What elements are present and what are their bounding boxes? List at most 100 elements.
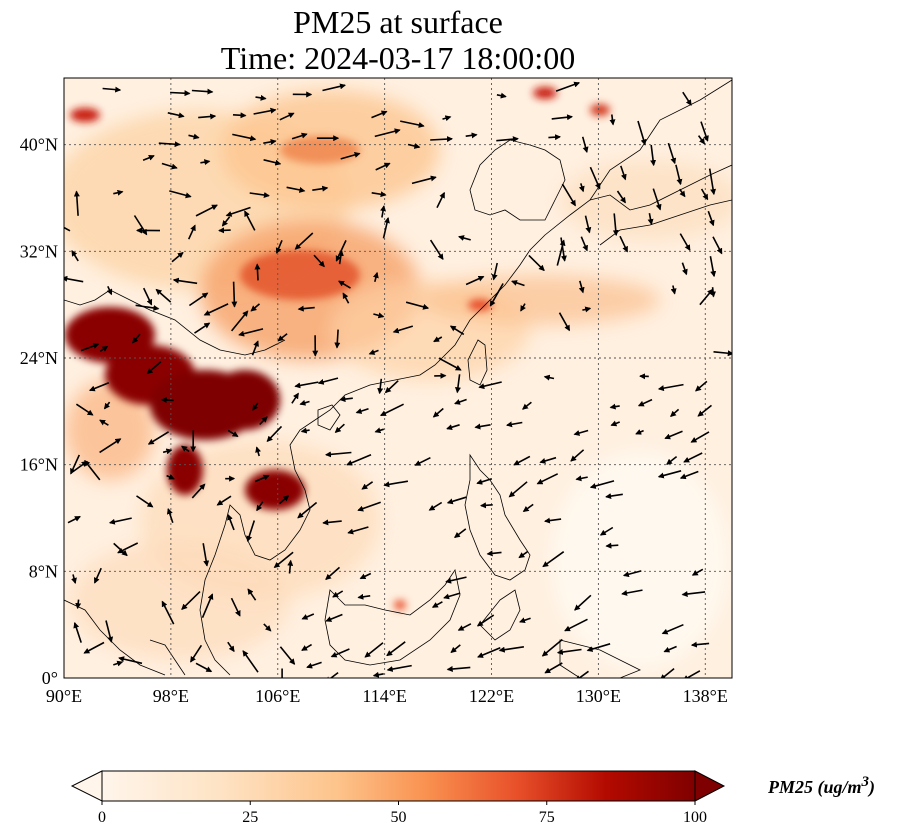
wind-arrow: [450, 644, 461, 654]
lat-tick-labels: 0° 8°N 16°N 24°N 32°N 40°N: [20, 135, 58, 688]
wind-arrow: [375, 162, 391, 171]
wind-arrow: [457, 623, 472, 631]
wind-arrow: [511, 280, 525, 287]
wind-arrow: [332, 590, 344, 598]
wind-arrow: [428, 501, 443, 511]
lon-tick-label: 98°E: [153, 686, 189, 706]
wind-arrow: [246, 520, 256, 543]
wind-arrow: [555, 81, 581, 92]
wind-arrow: [446, 496, 467, 505]
wind-arrow: [232, 133, 257, 142]
wind-arrow: [477, 647, 501, 658]
wind-arrow: [161, 162, 178, 170]
wind-arrow: [589, 480, 615, 489]
lon-tick-label: 106°E: [255, 686, 300, 706]
wind-arrow: [637, 398, 653, 407]
wind-arrow: [584, 215, 592, 234]
wind-arrow: [476, 614, 495, 627]
wind-arrow: [697, 135, 706, 145]
wind-arrow: [382, 217, 390, 239]
lon-tick-label: 114°E: [362, 686, 407, 706]
wind-arrow: [317, 377, 339, 385]
wind-arrow: [294, 381, 319, 389]
wind-arrow: [489, 283, 504, 307]
wind-arrow: [710, 287, 717, 298]
wind-arrow: [171, 251, 184, 263]
wind-arrow: [294, 232, 314, 250]
wind-arrow: [275, 239, 283, 254]
colorbar-tick-label: 25: [242, 809, 258, 826]
wind-arrow: [519, 617, 531, 624]
wind-arrow: [202, 543, 210, 567]
wind-arrow: [454, 374, 461, 394]
wind-arrow: [142, 154, 155, 162]
wind-arrow: [291, 392, 299, 404]
wind-arrow: [589, 166, 601, 190]
wind-arrow: [75, 403, 94, 416]
wind-arrow: [386, 664, 412, 672]
wind-arrow: [682, 670, 701, 678]
wind-arrow: [108, 517, 132, 525]
wind-arrow: [372, 671, 384, 678]
wind-arrow: [170, 90, 191, 97]
wind-arrow: [620, 165, 627, 181]
wind-arrow: [496, 92, 507, 99]
wind-arrow: [187, 224, 196, 240]
lon-tick-label: 90°E: [46, 686, 82, 706]
wind-arrow: [142, 287, 153, 306]
wind-arrow: [221, 216, 231, 227]
wind-arrow: [71, 250, 79, 262]
wind-arrow: [70, 454, 81, 475]
wind-arrow: [155, 288, 172, 303]
wind-arrow: [667, 142, 677, 165]
wind-arrow: [548, 134, 561, 141]
wind-arrow: [225, 206, 251, 217]
wind-arrow: [374, 128, 401, 138]
wind-arrow: [518, 551, 528, 559]
wind-arrow: [325, 671, 339, 678]
wind-arrow: [520, 303, 526, 312]
colorbar-label: PM25 (ug/m3): [768, 774, 876, 797]
wind-arrow: [161, 600, 175, 625]
wind-arrow: [312, 185, 329, 192]
colorbar-tick-label: 75: [539, 809, 555, 826]
wind-arrow: [429, 239, 444, 261]
wind-arrow: [539, 456, 557, 464]
map-title: PM25 at surface Time: 2024-03-17 18:00:0…: [64, 4, 732, 76]
wind-arrow: [84, 459, 101, 481]
wind-arrow: [254, 263, 261, 281]
wind-arrow: [230, 597, 241, 617]
wind-arrow: [436, 191, 446, 209]
wind-arrow: [564, 618, 588, 632]
wind-arrow: [242, 650, 259, 673]
wind-arrow: [478, 381, 502, 390]
wind-arrow: [147, 431, 170, 445]
wind-arrow: [216, 495, 232, 506]
wind-arrow: [146, 360, 162, 375]
wind-arrow: [371, 191, 387, 198]
wind-arrow: [83, 641, 105, 654]
wind-arrow: [198, 113, 217, 120]
wind-arrow: [491, 262, 498, 281]
wind-arrow: [574, 670, 589, 678]
wind-arrow: [75, 599, 82, 610]
wind-arrow: [322, 83, 346, 92]
wind-arrow: [338, 280, 351, 289]
wind-arrow: [88, 381, 110, 392]
wind-arrow: [194, 322, 211, 334]
wind-arrow: [259, 416, 268, 426]
wind-arrow: [380, 205, 386, 218]
wind-arrow: [251, 340, 259, 356]
wind-arrow: [386, 641, 406, 657]
wind-arrow: [622, 570, 642, 578]
wind-arrow: [691, 568, 704, 576]
wind-arrow: [700, 188, 709, 201]
wind-arrow: [574, 594, 592, 611]
wind-arrow: [666, 455, 678, 465]
wind-arrow: [188, 133, 200, 140]
wind-arrow: [465, 275, 485, 286]
wind-arrow: [340, 151, 361, 160]
wind-arrow: [334, 329, 341, 349]
wind-arrow: [713, 350, 732, 357]
wind-arrow: [238, 328, 264, 337]
